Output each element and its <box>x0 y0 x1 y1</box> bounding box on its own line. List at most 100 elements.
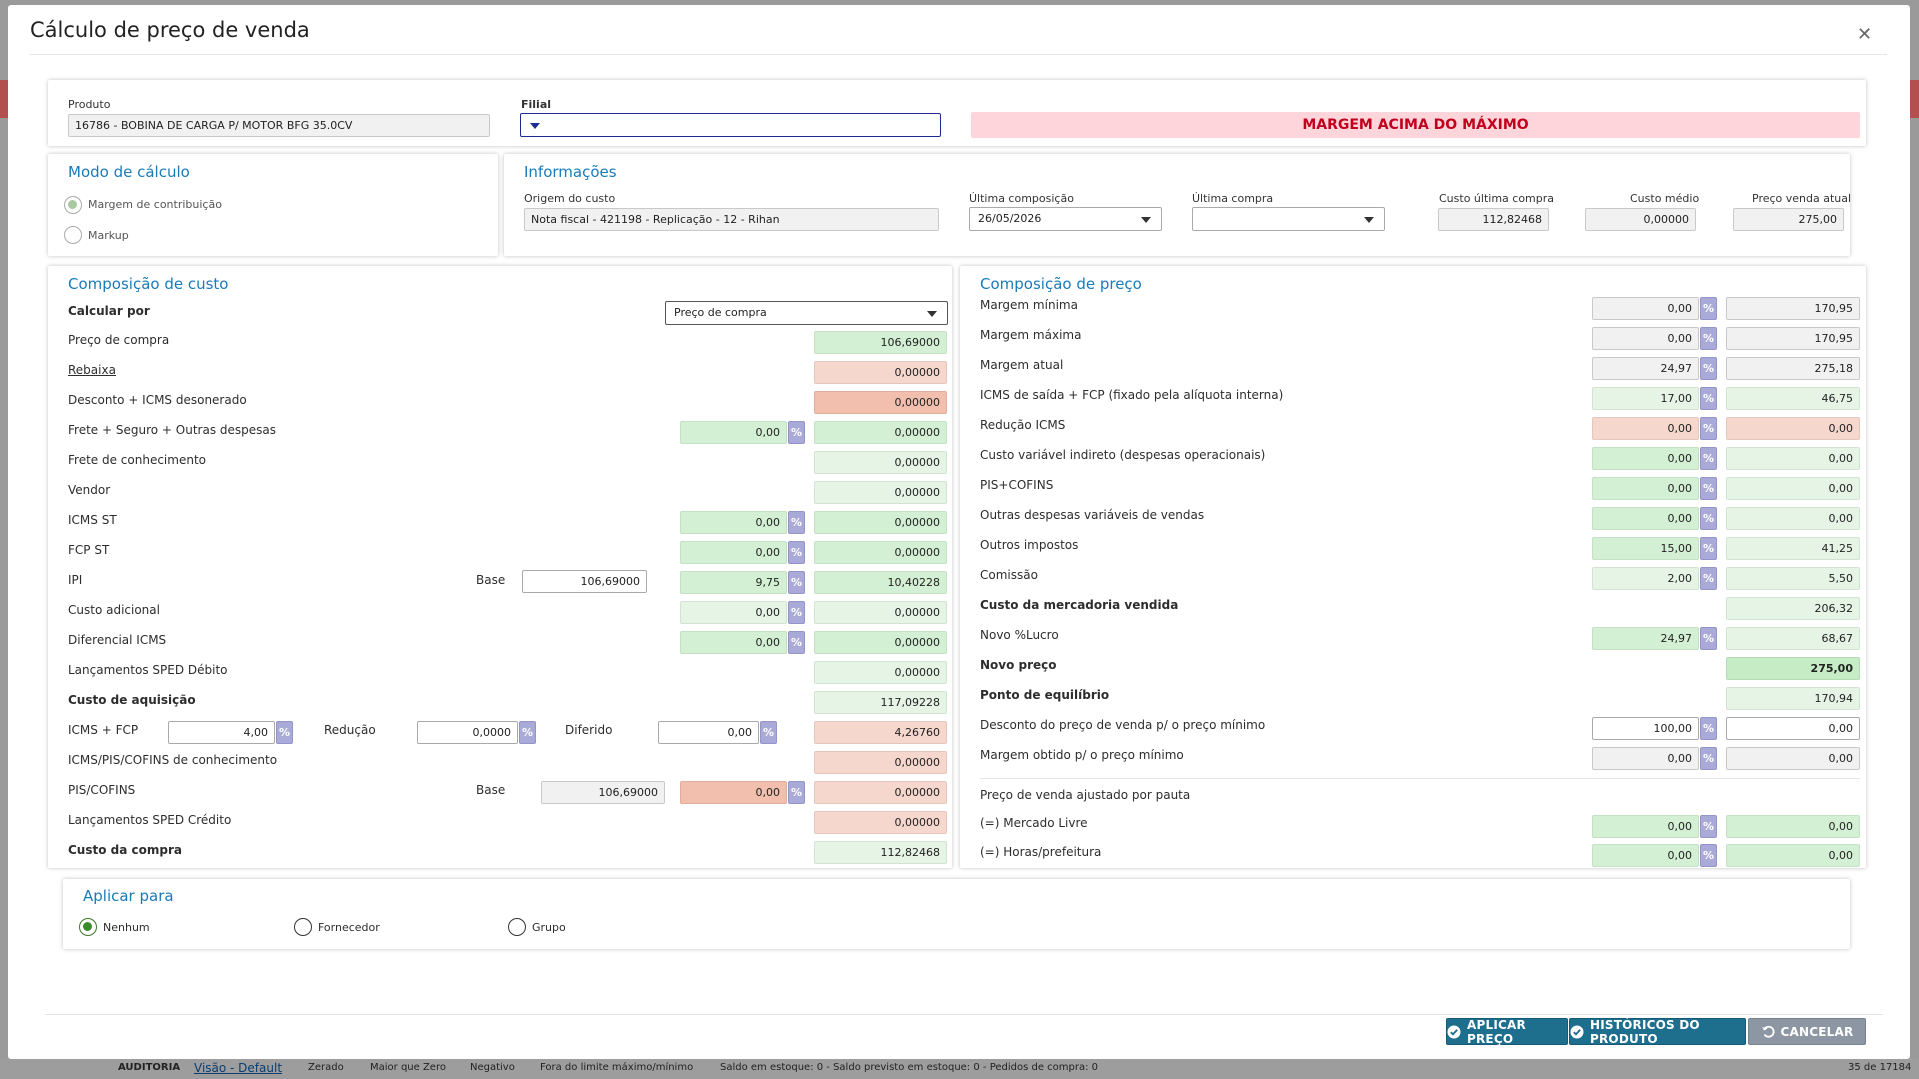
desconto-value[interactable]: 0,00000 <box>814 391 947 414</box>
percent-icon[interactable]: % <box>1700 507 1717 530</box>
novo-preco-value[interactable]: 275,00 <box>1726 657 1860 680</box>
percent-icon[interactable]: % <box>1700 537 1717 560</box>
pis-cofins-label: PIS/COFINS <box>68 783 136 797</box>
radio-margem[interactable] <box>64 196 82 214</box>
margem-obtida-label: Margem obtido p/ o preço mínimo <box>980 748 1184 762</box>
ultima-compra-select[interactable] <box>1192 207 1385 231</box>
novo-lucro-label: Novo %Lucro <box>980 628 1059 642</box>
percent-icon[interactable]: % <box>1700 567 1717 590</box>
frete-conh-value: 0,00000 <box>814 451 947 474</box>
percent-icon[interactable]: % <box>788 421 805 444</box>
percent-icon[interactable]: % <box>1700 815 1717 838</box>
desconto-label: Desconto + ICMS desonerado <box>68 393 247 407</box>
frete-pct[interactable]: 0,00 <box>680 421 787 444</box>
novo-lucro-pct[interactable]: 24,97 <box>1592 627 1699 650</box>
percent-icon[interactable]: % <box>760 721 777 744</box>
ipi-value[interactable]: 10,40228 <box>814 571 947 594</box>
filial-select[interactable] <box>520 113 941 137</box>
percent-icon[interactable]: % <box>788 541 805 564</box>
cmv-label: Custo da mercadoria vendida <box>980 598 1179 612</box>
pis-cofins-preco-label: PIS+COFINS <box>980 478 1054 492</box>
percent-icon[interactable]: % <box>1700 627 1717 650</box>
percent-icon[interactable]: % <box>1700 417 1717 440</box>
ipi-pct[interactable]: 9,75 <box>680 571 787 594</box>
margem-atual-value: 275,18 <box>1726 357 1860 380</box>
desconto-min-value[interactable]: 0,00 <box>1726 717 1860 740</box>
calcular-select[interactable]: Preço de compra <box>665 301 948 325</box>
percent-icon[interactable]: % <box>276 721 293 744</box>
ipi-base-field[interactable]: 106,69000 <box>522 570 647 593</box>
outras-desp-pct[interactable]: 0,00 <box>1592 507 1699 530</box>
pis-cofins-preco-pct[interactable]: 0,00 <box>1592 477 1699 500</box>
mercado-livre-value[interactable]: 0,00 <box>1726 815 1860 838</box>
calcular-label: Calcular por <box>68 304 150 318</box>
cancelar-button[interactable]: CANCELAR <box>1748 1018 1866 1045</box>
preco-compra-value[interactable]: 106,69000 <box>814 331 947 354</box>
close-icon[interactable]: ✕ <box>1857 24 1873 45</box>
auditoria-tab[interactable]: AUDITORIA <box>118 1062 181 1073</box>
dif-icms-value[interactable]: 0,00000 <box>814 631 947 654</box>
footer-divider <box>45 1014 1883 1015</box>
percent-icon[interactable]: % <box>1700 717 1717 740</box>
pis-cofins-value: 0,00000 <box>814 781 947 804</box>
comissao-pct[interactable]: 2,00 <box>1592 567 1699 590</box>
ultima-comp-select[interactable]: 26/05/2026 <box>969 207 1162 231</box>
percent-icon[interactable]: % <box>788 631 805 654</box>
novo-preco-label: Novo preço <box>980 658 1057 672</box>
percent-icon[interactable]: % <box>788 571 805 594</box>
title-divider <box>30 54 1887 55</box>
custo-ultima-label: Custo última compra <box>1439 192 1555 205</box>
fcp-st-value[interactable]: 0,00000 <box>814 541 947 564</box>
icms-st-pct[interactable]: 0,00 <box>680 511 787 534</box>
custo-var-value: 0,00 <box>1726 447 1860 470</box>
percent-icon[interactable]: % <box>1700 327 1717 350</box>
custo-adic-label: Custo adicional <box>68 603 160 617</box>
reducao-field[interactable]: 0,0000 <box>417 721 518 744</box>
margem-min-label: Margem mínima <box>980 298 1078 312</box>
horas-pct[interactable]: 0,00 <box>1592 844 1699 867</box>
visao-link[interactable]: Visão - Default <box>194 1061 283 1075</box>
icms-fcp-pct[interactable]: 4,00 <box>168 721 275 744</box>
horas-value[interactable]: 0,00 <box>1726 844 1860 867</box>
percent-icon[interactable]: % <box>1700 747 1717 770</box>
custo-var-pct[interactable]: 0,00 <box>1592 447 1699 470</box>
custo-adic-pct[interactable]: 0,00 <box>680 601 787 624</box>
radio-grupo[interactable] <box>508 918 526 936</box>
dif-icms-pct[interactable]: 0,00 <box>680 631 787 654</box>
percent-icon[interactable]: % <box>1700 357 1717 380</box>
radio-fornecedor[interactable] <box>294 918 312 936</box>
outros-imp-label: Outros impostos <box>980 538 1079 552</box>
percent-icon[interactable]: % <box>788 601 805 624</box>
aplicar-preco-button[interactable]: APLICAR PREÇO <box>1446 1018 1568 1046</box>
percent-icon[interactable]: % <box>1700 387 1717 410</box>
percent-icon[interactable]: % <box>788 511 805 534</box>
historicos-button[interactable]: HISTÓRICOS DO PRODUTO <box>1569 1018 1746 1046</box>
diferido-field[interactable]: 0,00 <box>658 721 759 744</box>
info-title: Informações <box>524 163 617 181</box>
percent-icon[interactable]: % <box>519 721 536 744</box>
frete-value[interactable]: 0,00000 <box>814 421 947 444</box>
outras-desp-value: 0,00 <box>1726 507 1860 530</box>
pis-cofins-preco-value: 0,00 <box>1726 477 1860 500</box>
custo-adic-value[interactable]: 0,00000 <box>814 601 947 624</box>
rebaixa-link[interactable]: Rebaixa <box>68 363 116 377</box>
desconto-min-pct[interactable]: 100,00 <box>1592 717 1699 740</box>
custo-title: Composição de custo <box>68 275 229 293</box>
sped-deb-value: 0,00000 <box>814 661 947 684</box>
percent-icon[interactable]: % <box>1700 297 1717 320</box>
icms-st-label: ICMS ST <box>68 513 117 527</box>
radio-nenhum[interactable] <box>79 918 97 936</box>
percent-icon[interactable]: % <box>788 781 805 804</box>
percent-icon[interactable]: % <box>1700 477 1717 500</box>
percent-icon[interactable]: % <box>1700 447 1717 470</box>
icms-st-value[interactable]: 0,00000 <box>814 511 947 534</box>
outros-imp-pct[interactable]: 15,00 <box>1592 537 1699 560</box>
fcp-st-pct[interactable]: 0,00 <box>680 541 787 564</box>
reducao-label: Redução <box>324 723 376 737</box>
mercado-livre-pct[interactable]: 0,00 <box>1592 815 1699 838</box>
novo-lucro-value: 68,67 <box>1726 627 1860 650</box>
percent-icon[interactable]: % <box>1700 844 1717 867</box>
pis-cofins-pct[interactable]: 0,00 <box>680 781 787 804</box>
legend-maior: Maior que Zero <box>370 1062 446 1073</box>
radio-markup[interactable] <box>64 226 82 244</box>
